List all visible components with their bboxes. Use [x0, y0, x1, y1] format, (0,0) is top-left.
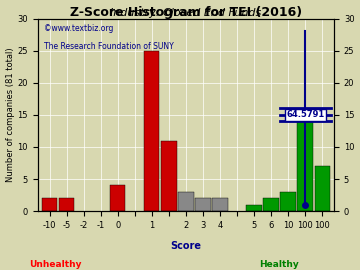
Bar: [42, 198, 57, 211]
Title: Z-Score Histogram for TEI (2016): Z-Score Histogram for TEI (2016): [70, 6, 302, 19]
Text: 64.5791: 64.5791: [286, 110, 324, 119]
Y-axis label: Number of companies (81 total): Number of companies (81 total): [5, 48, 14, 182]
Bar: [246, 205, 262, 211]
Text: Healthy: Healthy: [259, 260, 299, 269]
Bar: [161, 140, 176, 211]
Text: The Research Foundation of SUNY: The Research Foundation of SUNY: [44, 42, 174, 51]
Text: Unhealthy: Unhealthy: [29, 260, 81, 269]
Bar: [212, 198, 228, 211]
Text: ©www.textbiz.org: ©www.textbiz.org: [44, 24, 113, 33]
Bar: [315, 166, 330, 211]
Bar: [264, 198, 279, 211]
Bar: [144, 51, 159, 211]
Bar: [178, 192, 194, 211]
Bar: [280, 192, 296, 211]
Text: Industry: Closed End Funds: Industry: Closed End Funds: [110, 8, 261, 18]
Bar: [59, 198, 74, 211]
X-axis label: Score: Score: [170, 241, 201, 251]
Bar: [195, 198, 211, 211]
Bar: [110, 185, 125, 211]
Bar: [297, 115, 313, 211]
